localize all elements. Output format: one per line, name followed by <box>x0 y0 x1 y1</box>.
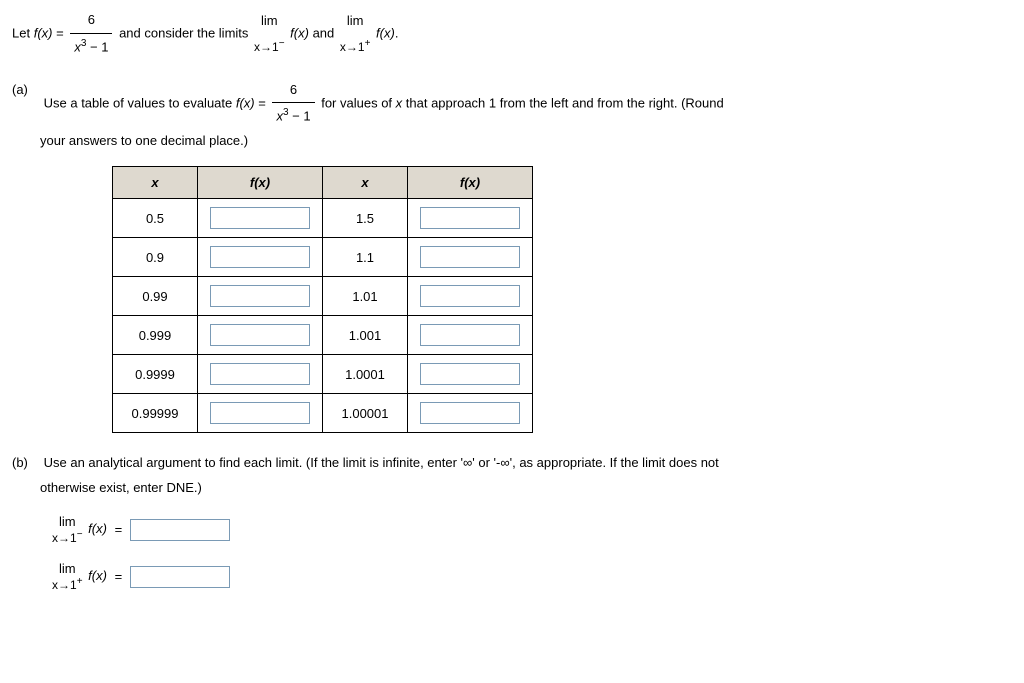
col-x-left: x <box>113 167 198 199</box>
part-a-text3: that approach 1 from the left and from t… <box>402 95 724 110</box>
equals: = <box>56 25 64 40</box>
fx-b2: f(x) <box>88 568 107 583</box>
fx-left-input[interactable] <box>210 363 310 385</box>
x-left-cell: 0.99 <box>113 277 198 316</box>
part-a-text4: your answers to one decimal place.) <box>40 133 248 148</box>
period: . <box>395 25 399 40</box>
limit-left-row: lim x→1− f(x) = <box>50 514 1012 545</box>
eq-a: = <box>258 95 266 110</box>
part-b-text1: Use an analytical argument to find each … <box>44 455 719 470</box>
x-left-cell: 0.99999 <box>113 394 198 433</box>
x-right-cell: 1.01 <box>323 277 408 316</box>
part-a-text1: Use a table of values to evaluate <box>44 95 236 110</box>
col-fx-right: f(x) <box>408 167 533 199</box>
limit-right-row: lim x→1+ f(x) = <box>50 561 1012 592</box>
fx-left-input[interactable] <box>210 285 310 307</box>
table-row: 0.9999 1.0001 <box>113 355 533 394</box>
part-b-text2: otherwise exist, enter DNE.) <box>40 480 202 495</box>
limit-right-input[interactable] <box>130 566 230 588</box>
and-text: and <box>313 25 338 40</box>
eq-b1: = <box>115 522 123 537</box>
part-a-label: (a) <box>12 78 40 103</box>
part-a: (a) Use a table of values to evaluate f(… <box>12 78 1012 433</box>
table-row: 0.99999 1.00001 <box>113 394 533 433</box>
let-text: Let <box>12 25 30 40</box>
fx-left-input[interactable] <box>210 246 310 268</box>
x-right-cell: 1.5 <box>323 199 408 238</box>
table-row: 0.9 1.1 <box>113 238 533 277</box>
x-right-cell: 1.0001 <box>323 355 408 394</box>
x-right-cell: 1.1 <box>323 238 408 277</box>
intro-statement: Let f(x) = 6 x3 − 1 and consider the lim… <box>12 8 1012 60</box>
fx-label: f(x) <box>34 25 53 40</box>
x-left-cell: 0.9 <box>113 238 198 277</box>
table-row: 0.99 1.01 <box>113 277 533 316</box>
x-right-cell: 1.001 <box>323 316 408 355</box>
fx-arg2: f(x) <box>376 25 395 40</box>
table-row: 0.999 1.001 <box>113 316 533 355</box>
fx-a: f(x) <box>236 95 255 110</box>
fraction-den: x3 − 1 <box>70 34 112 60</box>
limit-right: lim x→1+ <box>340 9 371 58</box>
x-left-cell: 0.5 <box>113 199 198 238</box>
values-table: x f(x) x f(x) 0.5 1.5 0.9 1.1 0.99 1.01 … <box>112 166 533 433</box>
x-left-cell: 0.999 <box>113 316 198 355</box>
limit-left: lim x→1− <box>254 9 285 58</box>
part-b: (b) Use an analytical argument to find e… <box>12 451 1012 592</box>
consider-text: and consider the limits <box>119 25 252 40</box>
fraction-a: 6 x3 − 1 <box>272 78 314 130</box>
fx-right-input[interactable] <box>420 363 520 385</box>
limit-expr-right: lim x→1+ <box>52 561 83 592</box>
fx-right-input[interactable] <box>420 324 520 346</box>
fx-left-input[interactable] <box>210 402 310 424</box>
part-a-text2: for values of <box>321 95 395 110</box>
fx-right-input[interactable] <box>420 285 520 307</box>
x-left-cell: 0.9999 <box>113 355 198 394</box>
fraction-num: 6 <box>70 8 112 34</box>
table-row: 0.5 1.5 <box>113 199 533 238</box>
eq-b2: = <box>115 569 123 584</box>
fx-left-input[interactable] <box>210 324 310 346</box>
table-header-row: x f(x) x f(x) <box>113 167 533 199</box>
limit-left-input[interactable] <box>130 519 230 541</box>
fx-left-input[interactable] <box>210 207 310 229</box>
fx-right-input[interactable] <box>420 246 520 268</box>
fx-right-input[interactable] <box>420 207 520 229</box>
fraction: 6 x3 − 1 <box>70 8 112 60</box>
fx-arg: f(x) <box>290 25 309 40</box>
col-fx-left: f(x) <box>198 167 323 199</box>
col-x-right: x <box>323 167 408 199</box>
fx-right-input[interactable] <box>420 402 520 424</box>
fx-b1: f(x) <box>88 521 107 536</box>
x-right-cell: 1.00001 <box>323 394 408 433</box>
part-b-label: (b) <box>12 451 40 476</box>
limit-expr-left: lim x→1− <box>52 514 83 545</box>
